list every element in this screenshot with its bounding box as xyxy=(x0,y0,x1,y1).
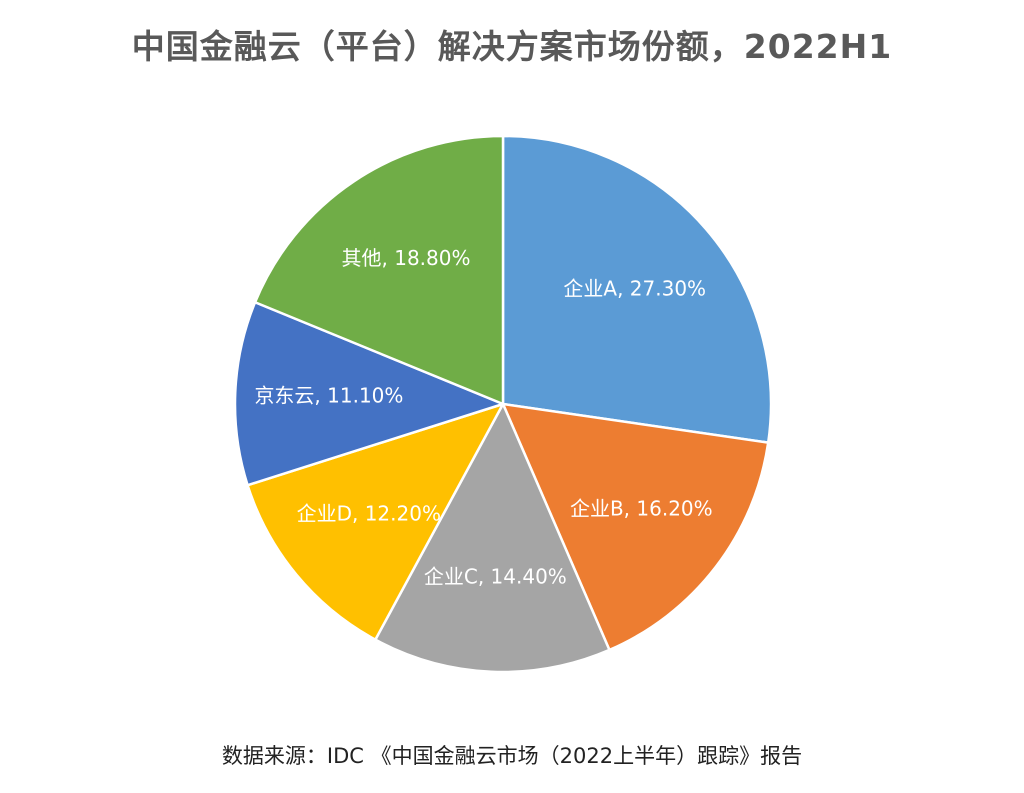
pie-slice-2 xyxy=(374,402,611,674)
pie-slice-3 xyxy=(246,402,505,641)
chart-title: 中国金融云（平台）解决方案市场份额，2022H1 xyxy=(131,27,893,66)
slice-label-0: 企业A, 27.30% xyxy=(563,277,706,301)
slice-label-4: 京东云, 11.10% xyxy=(254,383,403,407)
slice-label-2: 企业C, 14.40% xyxy=(424,565,567,589)
slice-label-5: 其他, 18.80% xyxy=(342,246,471,270)
pie-slice-4 xyxy=(233,300,505,487)
pie-slice-0 xyxy=(501,134,773,444)
slice-label-3: 企业D, 12.20% xyxy=(297,502,441,526)
slice-label-1: 企业B, 16.20% xyxy=(570,496,713,520)
pie-slice-5 xyxy=(253,134,505,406)
pie-slice-1 xyxy=(501,402,770,652)
source-note: 数据来源：IDC 《中国金融云市场（2022上半年）跟踪》报告 xyxy=(221,744,803,768)
